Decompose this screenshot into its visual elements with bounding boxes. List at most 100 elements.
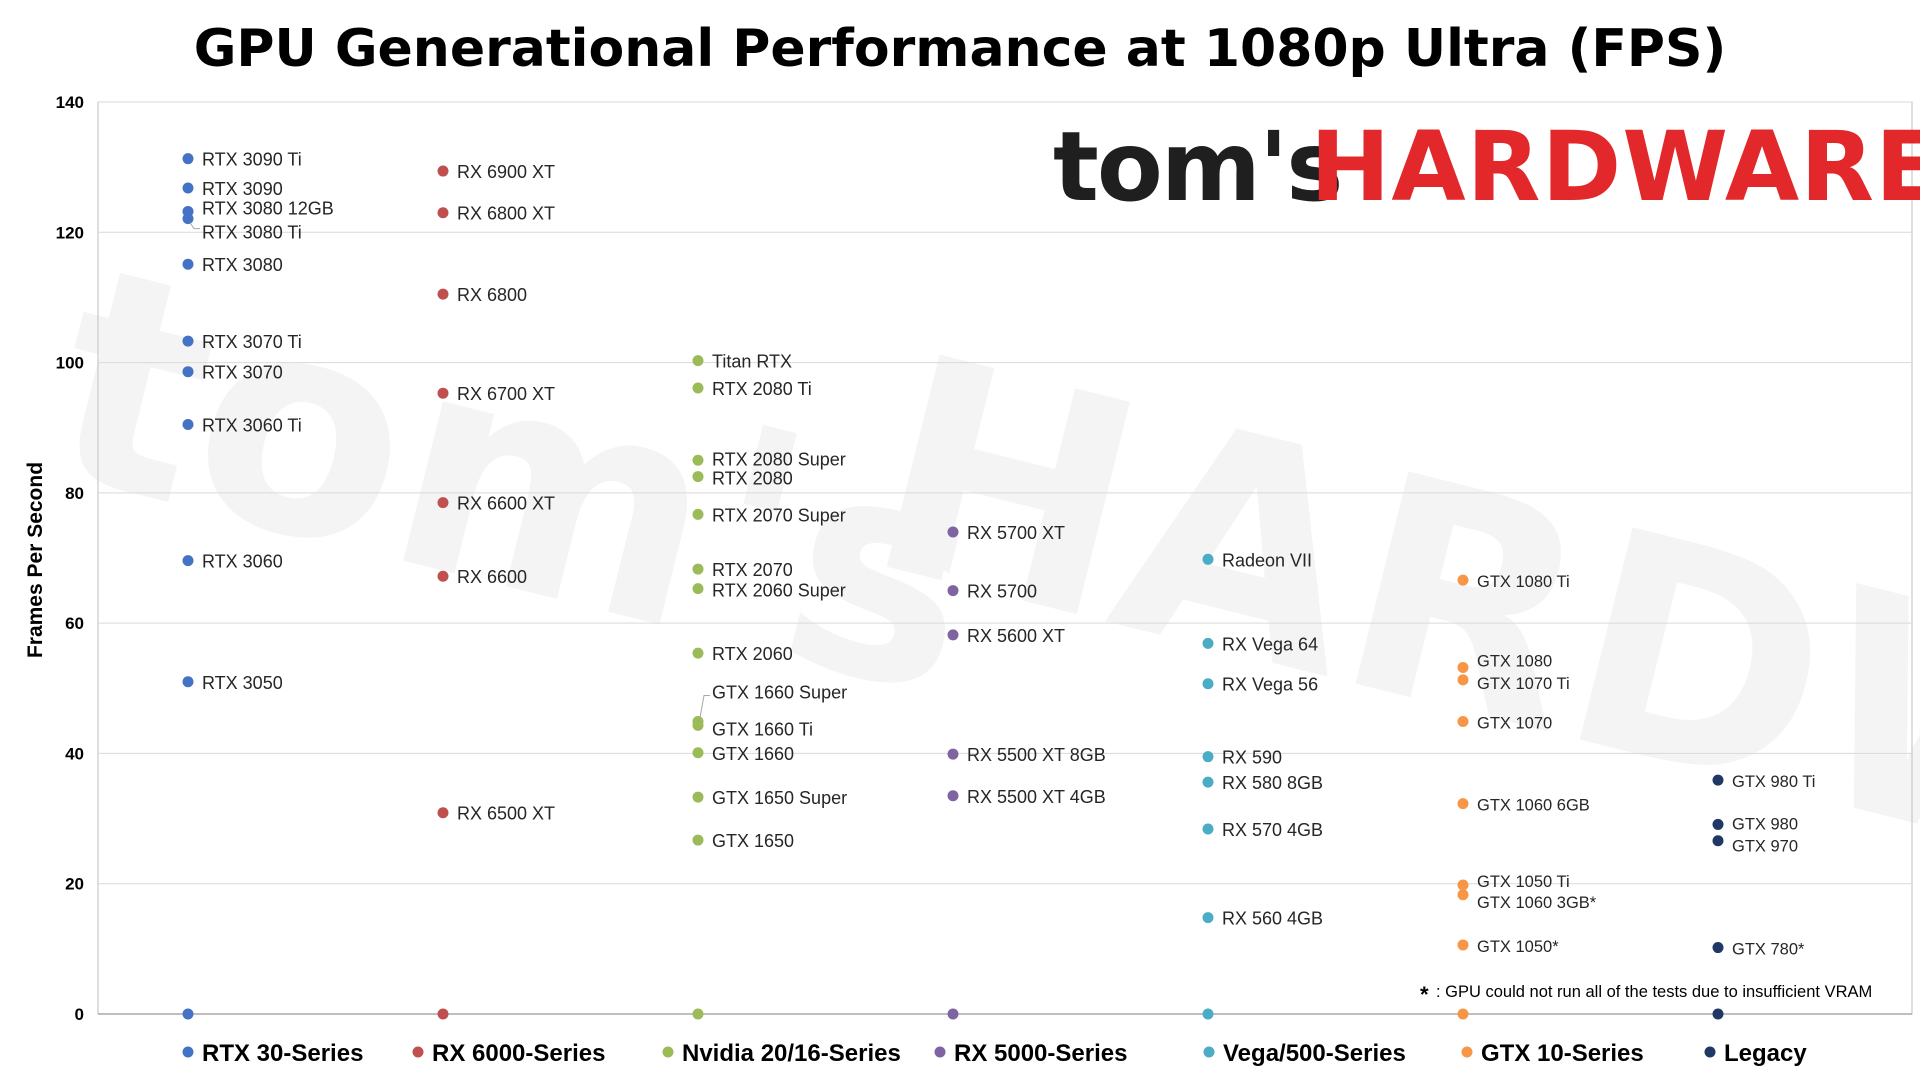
data-label: RX 6800 XT	[457, 204, 555, 224]
data-point	[437, 207, 449, 219]
data-point	[692, 471, 704, 483]
data-point	[947, 585, 959, 597]
data-label: RX 5500 XT 8GB	[967, 745, 1106, 765]
data-label: GTX 1050 Ti	[1477, 873, 1570, 891]
data-point	[1202, 776, 1214, 788]
series-5: GTX 1080 Ti GTX 1080 GTX 1070 Ti GTX 1070 GT…	[1457, 573, 1597, 1020]
data-label: RX Vega 64	[1222, 634, 1318, 654]
y-axis-label: Frames Per Second	[24, 462, 47, 658]
legend: RTX 30-Series RX 6000-Series Nvidia 20/16-…	[182, 1040, 1807, 1067]
data-label: GTX 1080	[1477, 652, 1552, 670]
leader-line	[189, 222, 200, 230]
y-tick-label: 0	[75, 1005, 84, 1024]
data-label: RX Vega 56	[1222, 675, 1318, 695]
data-point	[1202, 553, 1214, 565]
data-label: RX 560 4GB	[1222, 909, 1323, 929]
data-label: GTX 980	[1732, 815, 1798, 833]
data-label: RX 5500 XT 4GB	[967, 787, 1106, 807]
data-point	[692, 834, 704, 846]
category-axis-marker	[692, 1008, 704, 1020]
category-axis-marker	[1202, 1008, 1214, 1020]
data-label: GTX 1660 Ti	[712, 719, 813, 739]
data-point	[1202, 678, 1214, 690]
data-point	[1202, 823, 1214, 835]
data-label: RTX 2080	[712, 469, 793, 489]
data-label: GTX 970	[1732, 838, 1798, 856]
logo-text-red: HARDWARE	[1310, 111, 1920, 223]
data-point	[182, 182, 194, 194]
data-label: GTX 780*	[1732, 941, 1805, 959]
data-point	[1712, 942, 1724, 954]
footnote: * : GPU could not run all of the tests d…	[1420, 982, 1872, 1007]
data-label: RX 5700	[967, 582, 1037, 602]
data-label: GTX 1070 Ti	[1477, 675, 1570, 693]
data-label: GTX 1070	[1477, 715, 1552, 733]
legend-marker	[1704, 1046, 1716, 1058]
legend-marker	[934, 1046, 946, 1058]
data-label: RTX 3080 12GB	[202, 198, 334, 218]
chart-title: GPU Generational Performance at 1080p Ul…	[194, 19, 1727, 79]
data-label: RX 5600 XT	[967, 626, 1065, 646]
data-point	[692, 508, 704, 520]
data-label: RTX 3060 Ti	[202, 415, 302, 435]
category-axis-marker	[1712, 1008, 1724, 1020]
data-point	[1457, 674, 1469, 686]
watermark-text-red: HARDWARE	[843, 290, 1920, 1080]
data-label: RX 570 4GB	[1222, 820, 1323, 840]
data-point	[1712, 774, 1724, 786]
category-axis-marker	[182, 1008, 194, 1020]
data-point	[182, 676, 194, 688]
data-point	[1457, 889, 1469, 901]
data-label: GTX 1650	[712, 831, 794, 851]
data-point	[692, 355, 704, 367]
legend-label: Legacy	[1724, 1040, 1807, 1067]
data-point	[182, 335, 194, 347]
data-point	[1457, 879, 1469, 891]
legend-label: Nvidia 20/16-Series	[682, 1040, 901, 1067]
y-tick-label: 20	[65, 875, 84, 894]
data-label: RTX 3090 Ti	[202, 150, 302, 170]
data-point	[182, 366, 194, 378]
logo-text-dark: tom's	[1053, 111, 1341, 223]
data-label: Titan RTX	[712, 352, 792, 372]
legend-label: RTX 30-Series	[202, 1040, 363, 1067]
data-label: RTX 2060 Super	[712, 581, 846, 601]
data-point	[437, 288, 449, 300]
data-label: GTX 1060 3GB*	[1477, 894, 1597, 912]
data-label: RTX 2080 Super	[712, 449, 846, 469]
toms-hardware-logo: tom's HARDWARE	[1053, 111, 1920, 223]
data-point	[1202, 751, 1214, 763]
data-point	[692, 791, 704, 803]
data-point	[1712, 835, 1724, 847]
data-point	[1457, 798, 1469, 810]
category-axis-marker	[1457, 1008, 1469, 1020]
data-point	[692, 454, 704, 466]
data-point	[182, 213, 194, 225]
data-point	[692, 382, 704, 394]
data-point	[1202, 912, 1214, 924]
footnote-symbol: *	[1420, 982, 1429, 1007]
legend-label: RX 5000-Series	[954, 1040, 1127, 1067]
data-point	[1457, 661, 1469, 673]
data-label: RTX 2070	[712, 560, 793, 580]
category-axis-marker	[947, 1008, 959, 1020]
data-point	[692, 583, 704, 595]
data-label: RTX 3080 Ti	[202, 223, 302, 243]
y-tick-label: 40	[65, 744, 84, 763]
y-tick-label: 120	[56, 223, 84, 242]
series-3: RX 5700 XT RX 5700 RX 5600 XT RX 5500 XT 8G…	[947, 523, 1106, 1020]
data-label: RX 580 8GB	[1222, 773, 1323, 793]
series-6: GTX 980 Ti GTX 980 GTX 970 GTX 780*	[1712, 773, 1815, 1020]
data-label: RTX 3070 Ti	[202, 332, 302, 352]
legend-marker	[1203, 1046, 1215, 1058]
data-point	[182, 258, 194, 270]
data-point	[1457, 939, 1469, 951]
data-label: RTX 2070 Super	[712, 505, 846, 525]
data-point	[692, 747, 704, 759]
data-label: RTX 3050	[202, 673, 283, 693]
